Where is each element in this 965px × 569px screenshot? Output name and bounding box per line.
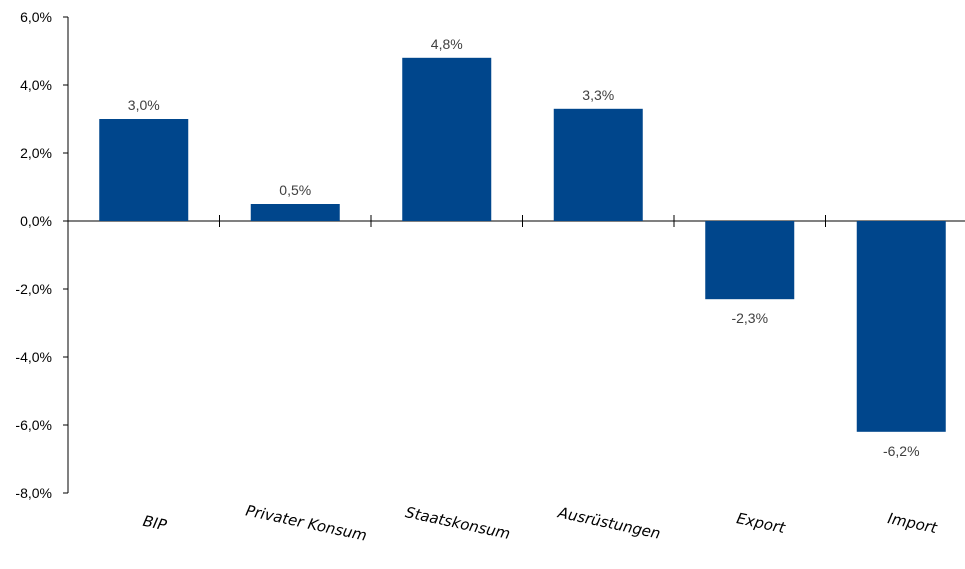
x-category-label: Import [886, 509, 940, 537]
y-tick-label: 2,0% [20, 145, 52, 161]
bar-0 [99, 119, 189, 221]
data-label: 3,3% [582, 87, 614, 103]
y-tick-label: 0,0% [20, 213, 52, 229]
x-category-label: Ausrüstungen [555, 503, 662, 542]
data-label: -6,2% [883, 443, 920, 459]
data-label: -2,3% [731, 310, 768, 326]
bar-1 [250, 204, 340, 221]
data-label: 3,0% [128, 97, 160, 113]
y-tick-label: -8,0% [15, 485, 52, 501]
chart-bars [99, 57, 946, 432]
y-tick-label: 6,0% [20, 9, 52, 25]
bar-5 [856, 221, 946, 432]
chart-labels: 3,0% BIP 0,5% Privater Konsum 4,8% Staatskons… [128, 36, 940, 545]
y-tick-label: -6,0% [15, 417, 52, 433]
data-label: 0,5% [279, 182, 311, 198]
x-category-label: BIP [141, 512, 169, 535]
bar-3 [553, 108, 643, 221]
x-category-label: Staatskonsum [404, 503, 512, 543]
data-label: 4,8% [431, 36, 463, 52]
chart-axes: 6,0% 4,0% 2,0% 0,0% -2,0% -4,0% -6,0% -8,0% [15, 9, 965, 501]
y-tick-label: -4,0% [15, 349, 52, 365]
x-category-label: Privater Konsum [244, 501, 368, 544]
y-tick-label: -2,0% [15, 281, 52, 297]
x-category-label: Export [735, 509, 788, 537]
bar-2 [402, 57, 492, 221]
bar-4 [705, 221, 795, 300]
y-tick-label: 4,0% [20, 77, 52, 93]
